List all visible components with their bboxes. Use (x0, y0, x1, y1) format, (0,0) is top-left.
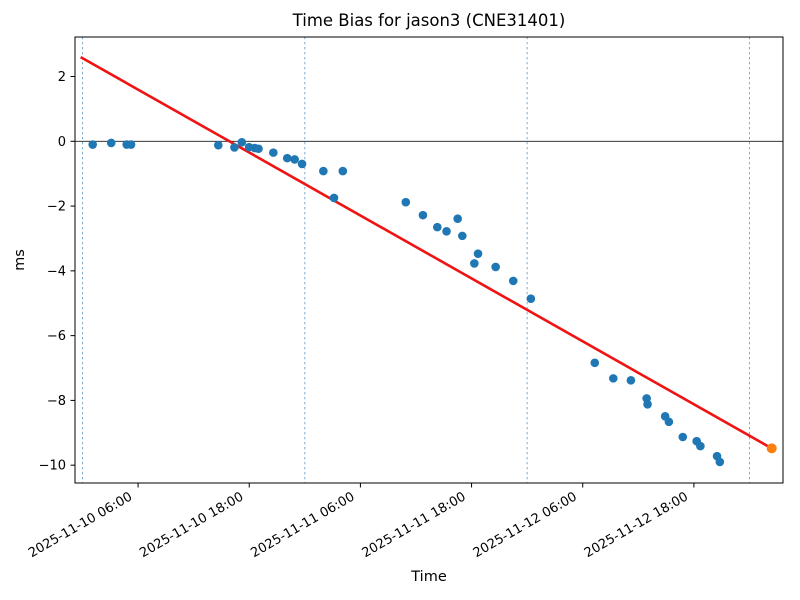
x-tick-label: 2025-11-12 18:00 (582, 489, 691, 561)
time-bias-measurements-point (626, 376, 636, 385)
time-bias-measurements-point (664, 417, 674, 427)
time-bias-measurements-point (88, 140, 97, 149)
x-tick-label: 2025-11-11 06:00 (248, 489, 357, 561)
time-bias-measurements-point (254, 144, 263, 154)
time-bias-measurements-point (237, 137, 247, 147)
time-bias-measurements-point (401, 197, 411, 207)
time-bias-measurements-point (290, 155, 299, 164)
x-axis-label: Time (410, 569, 447, 585)
time-bias-measurements-point (338, 166, 348, 176)
time-bias-measurements-point (678, 432, 688, 442)
time-bias-measurements-point (458, 231, 467, 241)
time-bias-measurements-point (508, 276, 518, 286)
time-bias-measurements-point (329, 193, 339, 203)
y-tick-label: 2 (58, 70, 66, 85)
y-tick-label: −2 (47, 200, 66, 215)
y-tick-label: −4 (47, 264, 66, 279)
time-bias-measurements-point (473, 249, 483, 258)
time-bias-measurements-point (696, 441, 705, 451)
time-bias-measurements-point (230, 143, 239, 152)
time-bias-measurements-point (491, 262, 500, 272)
time-bias-measurements-point (526, 294, 536, 304)
chart-title: Time Bias for jason3 (CNE31401) (292, 11, 566, 30)
x-tick-label: 2025-11-10 18:00 (137, 489, 246, 561)
y-tick-label: −6 (47, 329, 66, 344)
time-bias-measurements-point (470, 259, 479, 268)
time-bias-measurements-point (590, 358, 600, 368)
time-bias-measurements-point (297, 159, 307, 169)
y-tick-label: −8 (47, 394, 66, 409)
x-tick-label: 2025-11-11 18:00 (360, 489, 469, 561)
plot-area: 2 0 −2 −4 −6 −8 −10 2025-11-10 06:00 2025-11-10 … (26, 36, 784, 561)
time-bias-measurements-point (453, 214, 462, 224)
x-tick-label: 2025-11-12 06:00 (471, 489, 580, 561)
time-bias-measurements-point (269, 148, 278, 157)
time-bias-measurements-point (715, 457, 725, 467)
latest-measurement-point (766, 443, 777, 454)
time-bias-measurements-point (643, 399, 652, 409)
y-tick-label: −10 (39, 459, 66, 474)
time-bias-measurements-point (432, 222, 442, 232)
time-bias-measurements-point (442, 227, 451, 236)
time-bias-measurements-point (418, 210, 428, 220)
time-bias-measurements-point (106, 138, 116, 148)
linear-fit-line (80, 55, 773, 450)
y-axis-label: ms (12, 249, 28, 271)
y-tick-label: 0 (58, 135, 66, 150)
time-bias-measurements-point (126, 140, 136, 149)
time-bias-measurements-point (214, 140, 223, 150)
x-tick-label: 2025-11-10 06:00 (26, 489, 135, 561)
time-bias-measurements-point (282, 153, 292, 163)
plot-border (74, 36, 784, 484)
time-bias-measurements-point (608, 374, 618, 383)
time-bias-measurements-point (319, 166, 328, 176)
